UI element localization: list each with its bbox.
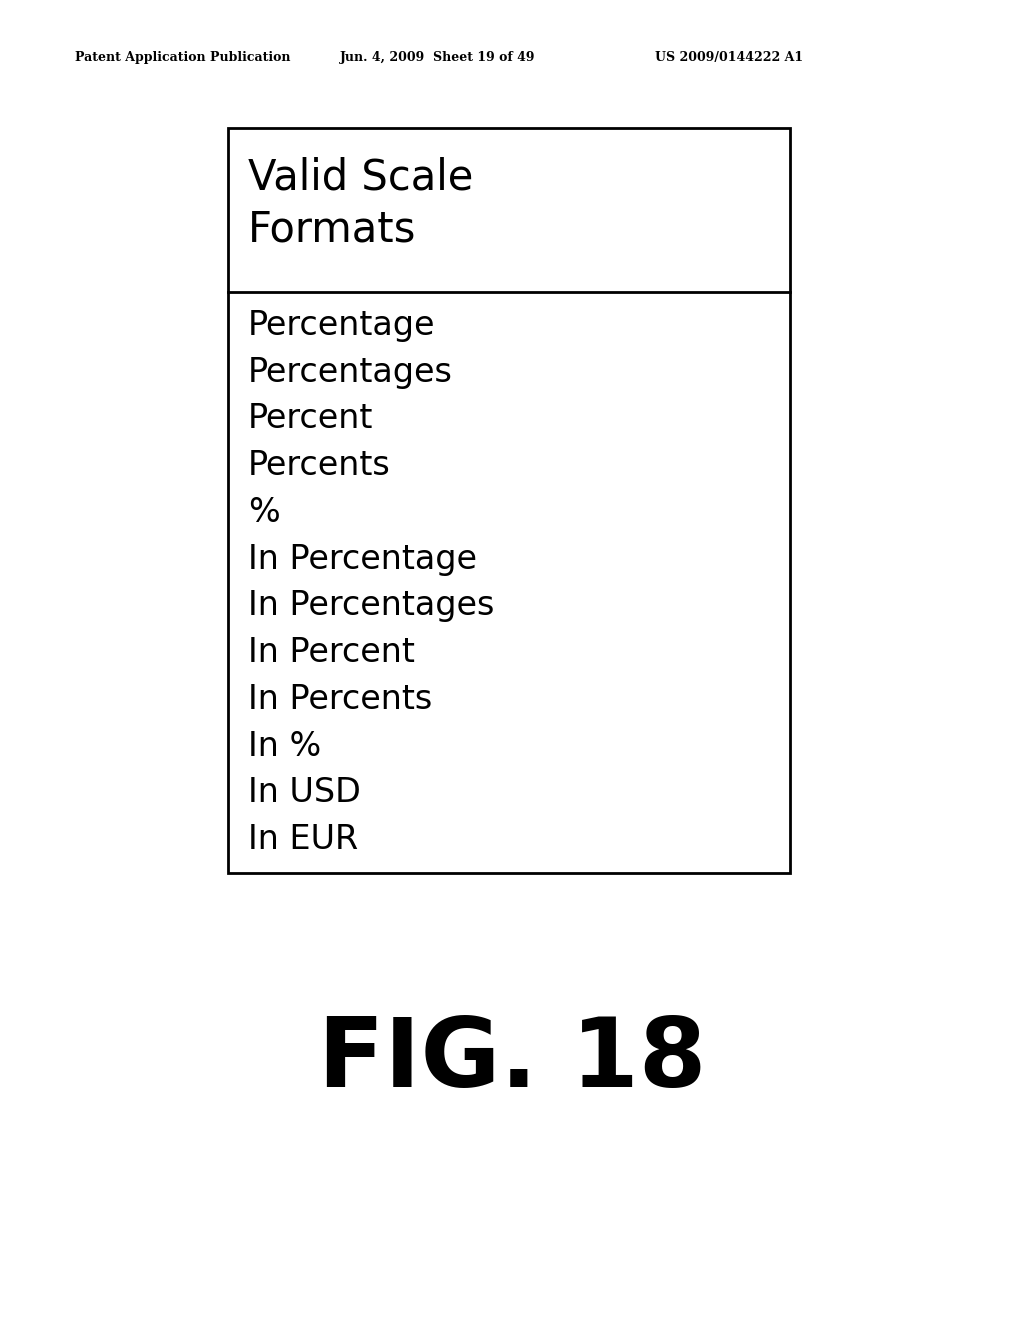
Text: Jun. 4, 2009  Sheet 19 of 49: Jun. 4, 2009 Sheet 19 of 49 xyxy=(340,51,536,65)
Text: Percentage: Percentage xyxy=(248,309,435,342)
Text: Valid Scale: Valid Scale xyxy=(248,156,473,198)
Text: FIG. 18: FIG. 18 xyxy=(317,1014,707,1106)
Text: Percent: Percent xyxy=(248,403,374,436)
Text: In Percentage: In Percentage xyxy=(248,543,477,576)
Bar xyxy=(228,128,790,873)
Text: In %: In % xyxy=(248,730,322,763)
Text: In USD: In USD xyxy=(248,776,360,809)
Text: Patent Application Publication: Patent Application Publication xyxy=(75,51,291,65)
Text: Formats: Formats xyxy=(248,209,417,251)
Text: In EUR: In EUR xyxy=(248,824,358,857)
Text: Percents: Percents xyxy=(248,449,391,482)
Text: In Percents: In Percents xyxy=(248,682,432,715)
Text: In Percentages: In Percentages xyxy=(248,589,495,622)
Text: %: % xyxy=(248,496,280,529)
Text: US 2009/0144222 A1: US 2009/0144222 A1 xyxy=(655,51,803,65)
Text: In Percent: In Percent xyxy=(248,636,415,669)
Text: Percentages: Percentages xyxy=(248,355,453,388)
